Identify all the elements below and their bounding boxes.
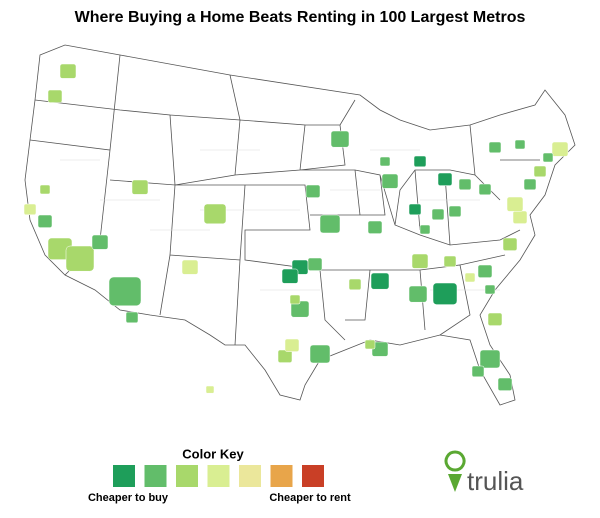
metro-area bbox=[411, 253, 429, 269]
metro-area bbox=[91, 234, 109, 250]
color-key-title: Color Key bbox=[182, 446, 244, 461]
metro-area bbox=[488, 141, 502, 154]
metro-area bbox=[551, 141, 569, 157]
key-swatch bbox=[113, 465, 135, 487]
metro-area bbox=[23, 203, 37, 216]
metro-area bbox=[506, 196, 524, 212]
metro-area bbox=[413, 155, 427, 168]
metro-area bbox=[479, 349, 501, 369]
metro-area bbox=[502, 237, 518, 251]
metro-area bbox=[381, 173, 399, 189]
metro-area bbox=[348, 278, 362, 291]
logo-pin bbox=[444, 450, 466, 472]
metro-area bbox=[319, 214, 341, 234]
metro-area bbox=[309, 344, 331, 364]
metro-area bbox=[307, 257, 323, 271]
key-swatch bbox=[176, 465, 198, 487]
metro-area bbox=[477, 264, 493, 278]
metro-area bbox=[514, 139, 526, 150]
metro-area bbox=[364, 339, 376, 350]
key-swatch bbox=[302, 465, 324, 487]
key-swatch bbox=[270, 465, 293, 487]
title: Where Buying a Home Beats Renting in 100… bbox=[75, 9, 526, 26]
logo-pin-tip bbox=[448, 474, 462, 492]
logo-text: trulia bbox=[467, 466, 524, 496]
metro-area bbox=[59, 63, 77, 79]
key-swatch bbox=[144, 465, 167, 487]
metro-area bbox=[277, 349, 293, 363]
metro-area bbox=[471, 365, 485, 378]
metro-area bbox=[125, 311, 139, 324]
metro-area bbox=[448, 205, 462, 218]
metro-area bbox=[330, 130, 350, 148]
county-lines bbox=[60, 149, 500, 291]
metro-area bbox=[464, 272, 476, 283]
metro-area bbox=[542, 152, 554, 163]
metro-area bbox=[131, 179, 149, 195]
us-map bbox=[23, 44, 576, 406]
high-label: Cheaper to rent bbox=[269, 492, 351, 504]
metro-area bbox=[205, 385, 215, 394]
metro-area bbox=[533, 165, 547, 178]
metro-area bbox=[370, 272, 390, 290]
metro-area bbox=[408, 285, 428, 303]
metro-area bbox=[484, 284, 496, 295]
metro-area bbox=[367, 220, 383, 234]
metro-area bbox=[181, 259, 199, 275]
us-outline bbox=[24, 44, 576, 406]
metro-area bbox=[431, 208, 445, 221]
metro-areas bbox=[23, 63, 569, 394]
metro-area bbox=[305, 184, 321, 198]
metro-area bbox=[37, 214, 53, 228]
metro-area bbox=[443, 255, 457, 268]
metro-area bbox=[512, 210, 528, 224]
metro-area bbox=[203, 203, 227, 225]
metro-area bbox=[65, 245, 95, 272]
metro-area bbox=[437, 172, 453, 186]
low-label: Cheaper to buy bbox=[88, 492, 169, 504]
metro-area bbox=[487, 312, 503, 326]
metro-area bbox=[379, 156, 391, 167]
metro-area bbox=[284, 338, 300, 352]
color-key bbox=[113, 465, 324, 487]
key-swatch bbox=[239, 465, 261, 487]
metro-area bbox=[523, 178, 537, 191]
metro-area bbox=[432, 282, 458, 305]
metro-area bbox=[39, 184, 51, 195]
key-swatch bbox=[207, 465, 230, 487]
metro-area bbox=[108, 276, 142, 307]
metro-area bbox=[289, 294, 301, 305]
metro-area bbox=[497, 377, 513, 391]
metro-area bbox=[281, 268, 299, 284]
metro-area bbox=[408, 203, 422, 216]
logo: trulia bbox=[444, 450, 524, 496]
metro-area bbox=[478, 183, 492, 196]
metro-area bbox=[458, 178, 472, 191]
metro-area bbox=[47, 89, 63, 103]
metro-area bbox=[419, 224, 431, 235]
